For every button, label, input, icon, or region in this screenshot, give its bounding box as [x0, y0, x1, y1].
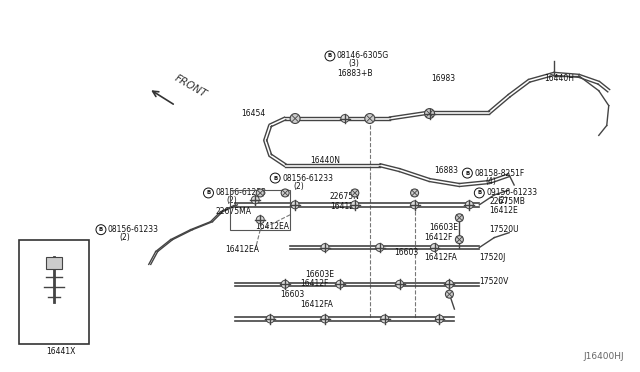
Circle shape	[351, 189, 359, 197]
Text: (2): (2)	[119, 233, 130, 242]
Text: 16603E: 16603E	[305, 270, 334, 279]
Text: 16412FA: 16412FA	[300, 299, 333, 309]
Circle shape	[426, 110, 433, 118]
Circle shape	[465, 201, 474, 209]
Text: 16412E: 16412E	[489, 206, 518, 215]
Bar	[46, 257, 62, 269]
Text: B: B	[477, 190, 481, 195]
Text: 16440N: 16440N	[310, 156, 340, 165]
Circle shape	[256, 189, 264, 197]
Circle shape	[290, 113, 300, 124]
Text: B: B	[328, 54, 332, 58]
Circle shape	[252, 196, 259, 204]
Circle shape	[256, 216, 264, 224]
Text: 16412EA: 16412EA	[225, 245, 259, 254]
Text: FRONT: FRONT	[173, 73, 209, 100]
Circle shape	[456, 235, 463, 244]
Text: (4): (4)	[485, 177, 496, 186]
Text: 08156-61233: 08156-61233	[108, 225, 159, 234]
Text: 16441X: 16441X	[46, 347, 76, 356]
Circle shape	[396, 280, 404, 288]
Text: B: B	[99, 227, 103, 232]
Circle shape	[365, 113, 375, 124]
Text: (2): (2)	[293, 182, 304, 190]
Text: 08146-6305G: 08146-6305G	[337, 51, 389, 61]
Text: 17520V: 17520V	[479, 277, 509, 286]
Circle shape	[281, 189, 289, 197]
Circle shape	[376, 244, 384, 251]
Text: 16412F: 16412F	[300, 279, 328, 288]
Circle shape	[351, 201, 359, 209]
Text: 16983: 16983	[431, 74, 456, 83]
Text: 16440H: 16440H	[544, 74, 574, 83]
Circle shape	[424, 109, 435, 119]
Circle shape	[381, 315, 388, 323]
Circle shape	[445, 290, 453, 298]
Circle shape	[456, 214, 463, 222]
Text: 17520U: 17520U	[489, 225, 519, 234]
Text: 16454: 16454	[241, 109, 265, 118]
Text: B: B	[465, 171, 470, 176]
Text: 09156-61233: 09156-61233	[486, 189, 538, 198]
Circle shape	[336, 280, 344, 288]
Text: 16603E: 16603E	[429, 223, 458, 232]
Text: B: B	[273, 176, 277, 180]
Text: 16412F: 16412F	[424, 233, 453, 242]
Text: (2): (2)	[497, 196, 508, 205]
Text: 16603: 16603	[280, 290, 305, 299]
Text: 22675N: 22675N	[330, 192, 360, 201]
Text: J16400HJ: J16400HJ	[583, 352, 623, 361]
Text: 22675MA: 22675MA	[216, 207, 252, 216]
Circle shape	[341, 115, 349, 122]
Text: (3): (3)	[348, 60, 359, 68]
Text: B: B	[206, 190, 211, 195]
Circle shape	[445, 280, 453, 288]
Text: 16412FA: 16412FA	[424, 253, 458, 262]
Text: 08158-8251F: 08158-8251F	[474, 169, 525, 177]
Text: 22675MB: 22675MB	[489, 198, 525, 206]
Text: 16883: 16883	[435, 166, 458, 174]
Text: 16603: 16603	[395, 248, 419, 257]
Text: 08156-61233: 08156-61233	[216, 189, 266, 198]
Circle shape	[321, 244, 329, 251]
Circle shape	[411, 189, 419, 197]
Text: 16412EA: 16412EA	[255, 222, 289, 231]
Text: 16883+B: 16883+B	[337, 69, 372, 78]
Bar	[230, 190, 290, 230]
Circle shape	[431, 244, 438, 251]
Bar	[19, 240, 89, 344]
Text: 17520J: 17520J	[479, 253, 506, 262]
Circle shape	[281, 280, 289, 288]
Circle shape	[321, 315, 329, 323]
Circle shape	[435, 315, 444, 323]
Text: 08156-61233: 08156-61233	[282, 174, 333, 183]
Circle shape	[291, 201, 299, 209]
Circle shape	[411, 201, 419, 209]
Circle shape	[266, 315, 274, 323]
Text: 16412E: 16412E	[330, 202, 358, 211]
Text: (2): (2)	[227, 196, 237, 205]
